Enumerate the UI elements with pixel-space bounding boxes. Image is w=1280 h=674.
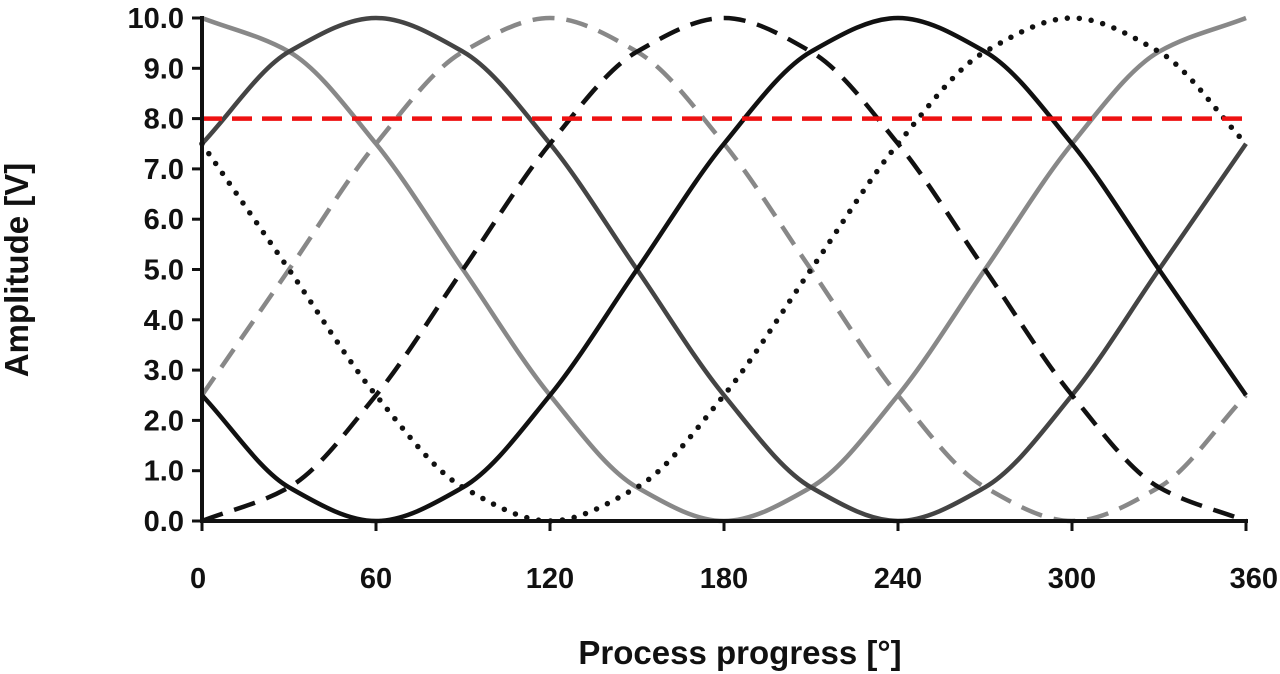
y-tick-label: 6.0 xyxy=(144,204,184,236)
y-tick-label: 5.0 xyxy=(144,255,184,287)
series-line-2 xyxy=(200,15,1248,524)
y-tick-label: 9.0 xyxy=(144,53,184,85)
series-line-5 xyxy=(200,15,1248,524)
x-axis-title: Process progress [°] xyxy=(578,634,901,671)
series-line-1 xyxy=(201,15,1247,524)
y-tick-label: 10.0 xyxy=(128,3,184,35)
x-tick-label: 180 xyxy=(700,563,748,595)
y-tick-label: 4.0 xyxy=(144,305,184,337)
series-line-4 xyxy=(201,15,1247,524)
axes-layer xyxy=(200,16,1248,523)
x-tick-label: 60 xyxy=(360,563,392,595)
series-line-6 xyxy=(199,15,1249,524)
y-axis-title: Amplitude [V] xyxy=(0,163,35,377)
x-tick-label: 120 xyxy=(526,563,574,595)
y-tick-label: 2.0 xyxy=(144,405,184,437)
y-tick-label: 8.0 xyxy=(144,104,184,136)
x-tick-label: 0 xyxy=(190,563,206,595)
series-line-3 xyxy=(200,15,1248,524)
y-tick-label: 1.0 xyxy=(144,456,184,488)
x-tick-label: 240 xyxy=(874,563,922,595)
x-tick-label: 300 xyxy=(1048,563,1096,595)
y-tick-label: 3.0 xyxy=(144,355,184,387)
x-tick-label: 360 xyxy=(1230,563,1278,595)
series-layer xyxy=(199,15,1249,524)
ticks-layer: 0.0 1.0 2.0 3.0 4.0 5.0 6.0 7.0 8.0 9.0 10.0 0 60 120… xyxy=(128,3,1278,595)
y-tick-label: 7.0 xyxy=(144,154,184,186)
y-tick-label: 0.0 xyxy=(144,506,184,538)
